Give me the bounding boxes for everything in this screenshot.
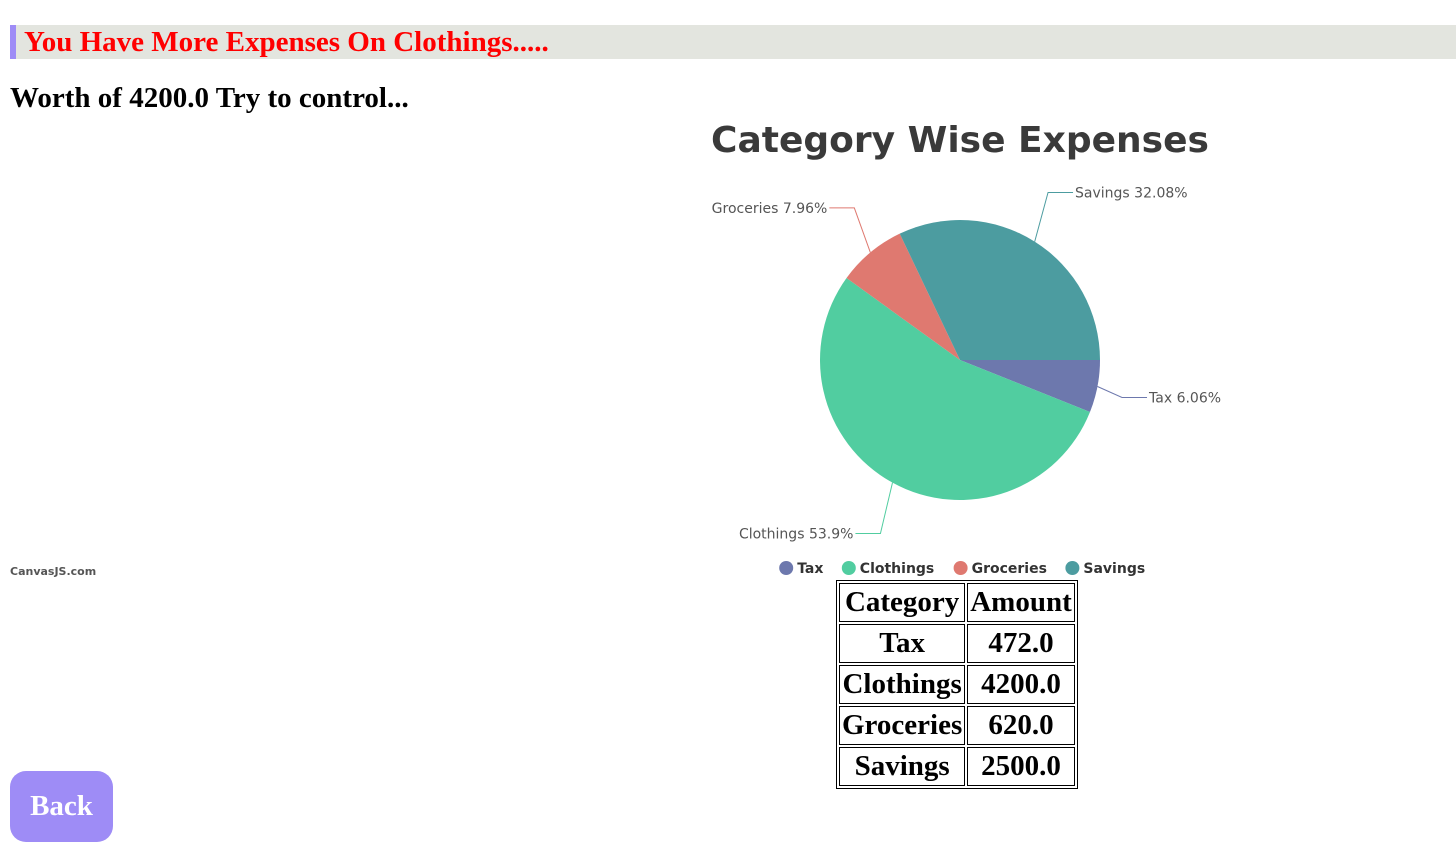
legend-marker-clothings <box>841 561 856 575</box>
chart-credit: CanvasJS.com <box>10 565 96 578</box>
legend-marker-groceries <box>953 561 968 575</box>
expense-table: Category Amount Tax 472.0 Clothings 4200… <box>836 580 1078 789</box>
cell-amount: 620.0 <box>967 706 1075 745</box>
cell-category: Savings <box>839 747 966 786</box>
advice-text: Worth of 4200.0 Try to control... <box>10 82 409 114</box>
column-header-amount: Amount <box>967 583 1075 622</box>
table-row: Savings 2500.0 <box>839 747 1075 786</box>
slice-leader-line <box>1097 386 1148 398</box>
pie-slice-groceries <box>846 233 960 360</box>
cell-amount: 4200.0 <box>967 665 1075 704</box>
slice-label: Clothings 53.9% <box>739 526 853 542</box>
alert-banner: You Have More Expenses On Clothings..... <box>10 25 1456 59</box>
cell-amount: 2500.0 <box>967 747 1075 786</box>
cell-amount: 472.0 <box>967 624 1075 663</box>
slice-leader-line <box>829 207 871 253</box>
legend-marker-tax <box>779 561 794 575</box>
table-row: Groceries 620.0 <box>839 706 1075 745</box>
slice-label: Savings 32.08% <box>1075 186 1188 202</box>
slice-leader-line <box>1034 192 1074 242</box>
column-header-category: Category <box>839 583 966 622</box>
table-row: Tax 472.0 <box>839 624 1075 663</box>
cell-category: Tax <box>839 624 966 663</box>
slice-leader-line <box>855 482 893 534</box>
pie-chart: Category Wise Expenses Tax 6.06% Clothing… <box>10 120 1221 578</box>
legend-item-tax[interactable]: Tax <box>797 561 823 577</box>
back-button[interactable]: Back <box>10 771 113 842</box>
pie-slice-savings <box>899 220 1100 360</box>
chart-title: Category Wise Expenses <box>711 120 1209 161</box>
pie-slice-tax <box>960 360 1100 413</box>
slice-label: Groceries 7.96% <box>712 201 828 217</box>
table-header-row: Category Amount <box>839 583 1075 622</box>
legend-item-clothings[interactable]: Clothings <box>860 561 934 577</box>
alert-message: You Have More Expenses On Clothings..... <box>24 26 549 58</box>
legend-marker-savings <box>1065 561 1080 575</box>
cell-category: Groceries <box>839 706 966 745</box>
legend-item-groceries[interactable]: Groceries <box>972 561 1047 577</box>
slice-label: Tax 6.06% <box>1148 390 1221 406</box>
pie-slice-clothings <box>820 278 1090 500</box>
table-row: Clothings 4200.0 <box>839 665 1075 704</box>
legend-item-savings[interactable]: Savings <box>1083 561 1145 577</box>
cell-category: Clothings <box>839 665 966 704</box>
